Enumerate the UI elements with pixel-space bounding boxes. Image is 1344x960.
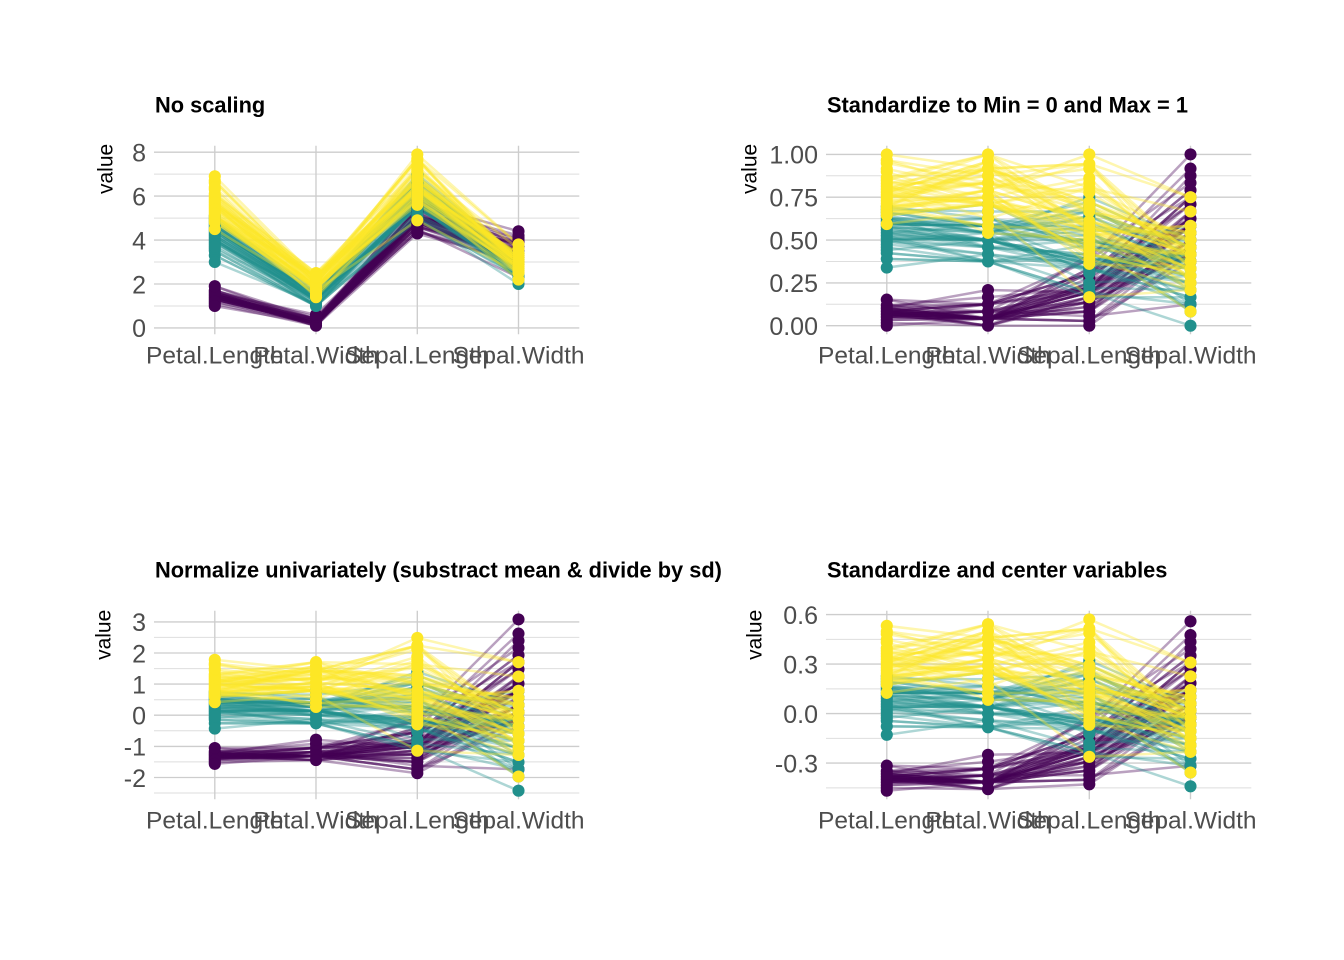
svg-text:6: 6 [132, 183, 146, 211]
svg-text:Sepal.Width: Sepal.Width [452, 808, 584, 835]
svg-text:Petal.Width: Petal.Width [253, 343, 378, 370]
svg-text:0.6: 0.6 [783, 602, 818, 630]
svg-text:Standardize and center variabl: Standardize and center variables [827, 558, 1167, 583]
svg-text:1.00: 1.00 [769, 142, 818, 170]
svg-text:Petal.Width: Petal.Width [925, 343, 1050, 370]
svg-text:Petal.Length: Petal.Length [818, 808, 956, 835]
svg-text:Sepal.Width: Sepal.Width [1124, 343, 1256, 370]
svg-text:value: value [739, 144, 762, 194]
svg-text:2: 2 [132, 640, 146, 668]
svg-text:0.25: 0.25 [769, 270, 818, 298]
svg-text:4: 4 [132, 227, 146, 255]
svg-text:Sepal.Length: Sepal.Length [1017, 808, 1161, 835]
svg-text:0: 0 [132, 315, 146, 343]
svg-text:3: 3 [132, 609, 146, 637]
svg-text:Petal.Length: Petal.Length [146, 808, 284, 835]
svg-text:value: value [743, 610, 766, 660]
svg-text:Sepal.Width: Sepal.Width [452, 343, 584, 370]
svg-text:0.50: 0.50 [769, 227, 818, 255]
svg-text:value: value [92, 610, 115, 660]
svg-text:Standardize to Min = 0 and Max: Standardize to Min = 0 and Max = 1 [827, 93, 1188, 118]
svg-text:-2: -2 [124, 765, 146, 793]
svg-text:Petal.Length: Petal.Length [146, 343, 284, 370]
svg-text:-1: -1 [124, 734, 146, 762]
svg-text:Sepal.Width: Sepal.Width [1124, 808, 1256, 835]
svg-text:Sepal.Length: Sepal.Length [1017, 343, 1161, 370]
svg-text:Normalize univariately (substr: Normalize univariately (substract mean &… [155, 558, 722, 583]
svg-text:0.00: 0.00 [769, 313, 818, 341]
svg-text:0: 0 [132, 703, 146, 731]
svg-text:Petal.Width: Petal.Width [253, 808, 378, 835]
svg-text:Petal.Length: Petal.Length [818, 343, 956, 370]
svg-text:8: 8 [132, 140, 146, 168]
svg-text:2: 2 [132, 271, 146, 299]
svg-text:Sepal.Length: Sepal.Length [345, 808, 489, 835]
svg-text:0.0: 0.0 [783, 701, 818, 729]
svg-text:1: 1 [132, 671, 146, 699]
svg-text:value: value [95, 144, 118, 194]
svg-text:0.75: 0.75 [769, 185, 818, 213]
svg-text:Sepal.Length: Sepal.Length [345, 343, 489, 370]
svg-text:0.3: 0.3 [783, 651, 818, 679]
svg-text:No scaling: No scaling [155, 93, 265, 118]
svg-text:Petal.Width: Petal.Width [925, 808, 1050, 835]
svg-text:-0.3: -0.3 [775, 750, 818, 778]
